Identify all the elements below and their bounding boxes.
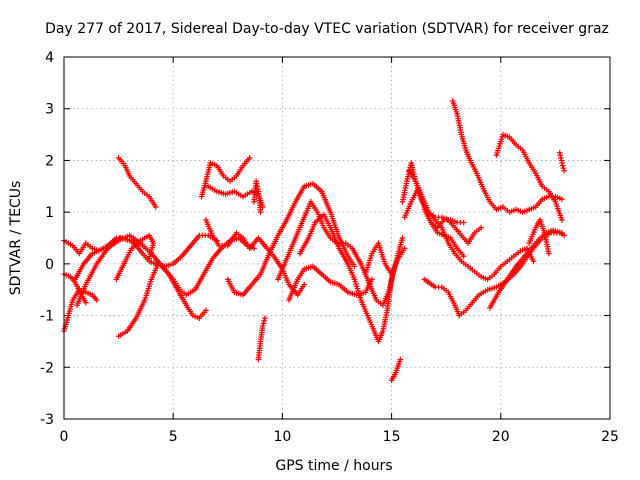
y-tick-labels: -3 -2 -1 0 1 2 3 4 <box>40 50 54 428</box>
series-s11 <box>203 217 308 298</box>
data-point <box>478 224 484 231</box>
series-s26 <box>493 131 565 223</box>
y-tick-label: 0 <box>45 257 54 273</box>
series-s28 <box>526 217 552 257</box>
y-tick-label: -1 <box>40 309 54 325</box>
data-point <box>559 196 565 203</box>
y-tick-label: 2 <box>45 153 54 169</box>
y-tick-label: -2 <box>40 360 54 376</box>
series-s4 <box>72 235 142 283</box>
x-tick-labels: 0 5 10 15 20 25 <box>60 429 619 445</box>
data-point <box>559 160 565 166</box>
data-point <box>559 217 565 223</box>
x-tick-label: 0 <box>60 429 69 445</box>
series-s24 <box>421 206 467 231</box>
data-point <box>83 299 89 306</box>
series-s9 <box>198 155 253 200</box>
data-point <box>561 167 567 174</box>
data-point <box>546 250 552 257</box>
data-point <box>203 307 209 314</box>
data-marks <box>61 98 567 384</box>
x-tick-label: 10 <box>273 429 291 445</box>
data-point <box>399 235 406 241</box>
data-point <box>397 356 404 363</box>
y-tick-label: 4 <box>45 50 54 66</box>
series-s7 <box>113 232 157 283</box>
data-point <box>262 315 268 321</box>
data-point <box>257 209 264 215</box>
x-axis-label: GPS time / hours <box>275 458 392 474</box>
chart-title: Day 277 of 2017, Sidereal Day-to-day VTE… <box>45 21 609 37</box>
series-s16 <box>286 263 375 303</box>
y-tick-label: -3 <box>40 412 54 428</box>
series-s19 <box>388 356 404 384</box>
series-s18 <box>362 240 408 277</box>
series-s29 <box>556 149 567 174</box>
data-point <box>351 263 358 270</box>
data-point <box>559 230 565 236</box>
data-point <box>260 320 267 327</box>
data-point <box>261 317 267 324</box>
x-tick-label: 25 <box>601 429 619 445</box>
series-s27 <box>487 227 565 311</box>
y-tick-label: 1 <box>45 205 54 221</box>
x-tick-label: 15 <box>383 429 401 445</box>
data-point <box>152 204 159 210</box>
data-point <box>301 281 308 288</box>
series-s14 <box>255 315 268 363</box>
data-point <box>530 258 537 265</box>
series-s12 <box>225 180 358 298</box>
plot-frame <box>63 56 611 420</box>
series-s13 <box>251 178 264 215</box>
series-s17 <box>297 211 406 345</box>
series-s2 <box>61 286 100 334</box>
series-s15 <box>275 199 397 309</box>
data-point <box>460 253 467 259</box>
data-point <box>369 276 375 283</box>
series-s25 <box>449 98 565 215</box>
data-point <box>93 297 100 303</box>
data-point <box>259 323 266 329</box>
data-point <box>560 165 567 171</box>
data-point <box>401 245 408 252</box>
y-axis-label: SDTVAR / TECUs <box>8 181 24 296</box>
data-point <box>246 155 253 161</box>
data-point <box>146 255 152 262</box>
x-tick-label: 20 <box>492 429 510 445</box>
data-point <box>460 219 467 226</box>
y-tick-label: 3 <box>45 102 54 118</box>
series-s8 <box>115 155 159 210</box>
x-tick-label: 5 <box>169 429 178 445</box>
data-point <box>559 162 566 169</box>
